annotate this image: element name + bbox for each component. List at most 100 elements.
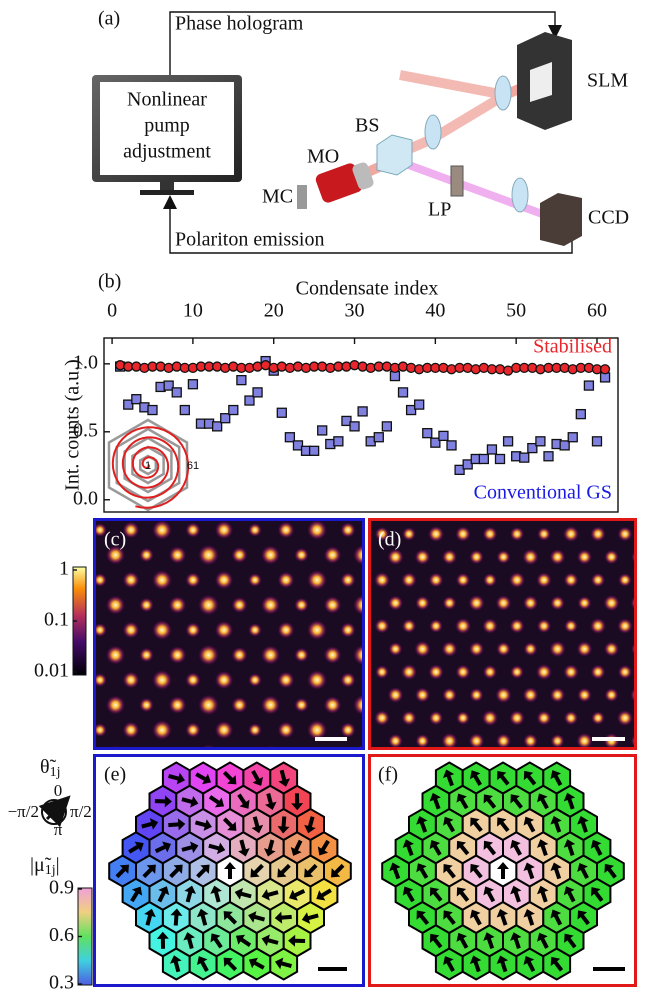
monitor-text: pump [144, 115, 190, 137]
spot [442, 595, 457, 611]
phase-arrow [483, 840, 497, 856]
spot [415, 595, 430, 611]
spot [340, 572, 356, 588]
lens [511, 177, 529, 213]
spot [197, 694, 220, 716]
phase-arrow [563, 839, 576, 857]
point [567, 432, 578, 443]
phase-arrow [443, 864, 456, 879]
point [341, 415, 352, 427]
spot [468, 641, 485, 657]
spot [306, 521, 328, 541]
compass-label: π [54, 820, 63, 839]
inset-hex [131, 445, 165, 485]
x-tick-label: 20 [264, 300, 284, 322]
spot [260, 695, 281, 715]
point [284, 432, 296, 443]
phase-arrow [523, 955, 536, 973]
colorbar-tick-label: 0.9 [49, 877, 74, 899]
spot [402, 527, 416, 541]
colorbar-tick-label: 0.6 [49, 924, 74, 946]
phase-arrow [238, 839, 250, 857]
spot [496, 641, 511, 657]
spot [455, 664, 471, 680]
spot [549, 640, 566, 658]
spot [340, 522, 356, 538]
spot [414, 548, 431, 566]
spot [96, 523, 107, 537]
spot [469, 687, 484, 703]
component-label: CCD [588, 207, 629, 229]
spot [306, 669, 328, 691]
spot [122, 671, 140, 689]
lens [494, 75, 512, 111]
spot [591, 711, 605, 725]
spot [105, 595, 126, 615]
phase-arrow [456, 840, 470, 856]
spot [214, 670, 234, 690]
spot [374, 710, 390, 726]
phase-arrow [550, 815, 562, 833]
phase-arrow [563, 792, 576, 810]
spot [616, 709, 634, 727]
phase-arrow [196, 956, 209, 972]
phase-arrow [443, 910, 456, 926]
spot [277, 621, 295, 639]
spot [415, 733, 430, 747]
spot [456, 711, 470, 725]
spot [168, 696, 187, 714]
spot [428, 710, 444, 726]
phase-arrow [564, 933, 577, 949]
spot [248, 573, 262, 587]
spot [352, 644, 362, 666]
spot [151, 521, 173, 541]
phase-arrow [497, 817, 510, 833]
spot [523, 641, 538, 657]
component-label: MC [262, 186, 293, 208]
phase-arrow [289, 889, 306, 901]
phase-arrow [429, 933, 443, 949]
spot [151, 719, 173, 741]
spot [576, 640, 593, 658]
phase-arrow [168, 772, 185, 785]
spot [105, 695, 126, 715]
phase-arrow [416, 816, 428, 833]
spot [563, 572, 579, 588]
spot [481, 709, 499, 727]
phase-arrow [577, 862, 589, 880]
spot [468, 732, 485, 747]
plot-frame [103, 337, 619, 513]
spot [323, 646, 342, 664]
x-tick-label: 30 [345, 300, 365, 322]
phase-arrow [223, 911, 238, 925]
spot [441, 732, 458, 747]
x-tick-label: 10 [183, 300, 203, 322]
phase-arrow [222, 770, 237, 785]
phase-arrow [184, 885, 197, 903]
spot [214, 720, 234, 740]
phase-arrow [510, 794, 523, 809]
phase-arrow [510, 839, 522, 856]
point [171, 387, 182, 398]
spot [482, 526, 498, 542]
x-axis-label: Condensate index [296, 278, 439, 300]
compass-label: π/2 [70, 802, 92, 821]
feedback-arrow [169, 11, 562, 75]
spot [454, 617, 472, 635]
point [252, 387, 263, 398]
spot [248, 673, 262, 687]
point [575, 408, 586, 420]
spot [388, 641, 403, 657]
spot [429, 619, 443, 633]
phase-arrow [429, 840, 442, 856]
phase-arrow [168, 818, 186, 831]
spot [260, 595, 281, 615]
point [187, 379, 199, 390]
spot [294, 547, 309, 563]
spot [197, 544, 220, 566]
spot [455, 526, 471, 542]
panel-label: (b) [98, 271, 121, 293]
spot [352, 694, 362, 716]
spot [576, 549, 593, 565]
